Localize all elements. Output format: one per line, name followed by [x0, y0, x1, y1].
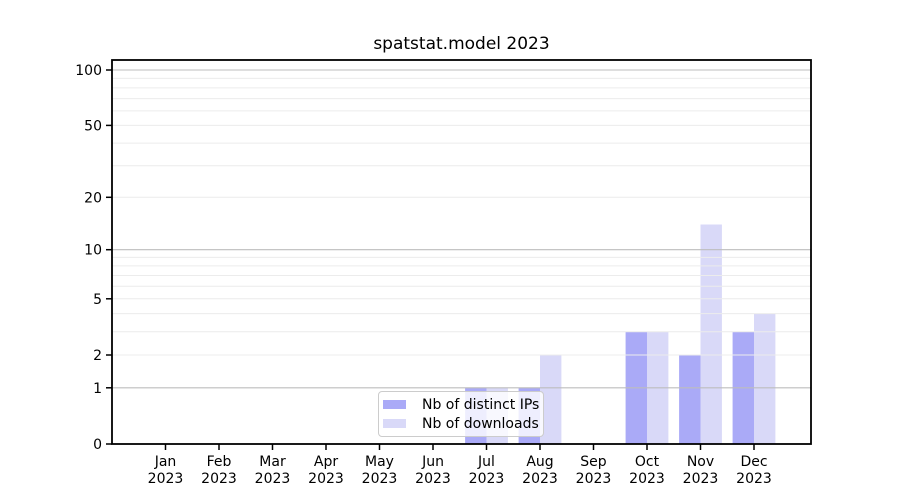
x-tick-label-jul: Jul [477, 454, 495, 470]
plot-border [111, 59, 812, 445]
y-tick-label-100: 100 [75, 63, 102, 79]
y-tick-label-1: 1 [93, 381, 102, 397]
x-tick-label-nov: Nov [687, 454, 714, 470]
x-tick-label-feb: Feb [207, 454, 232, 470]
legend-swatch-downloads [383, 419, 406, 428]
y-tick-label-0: 0 [93, 437, 102, 453]
x-tick-label-sep: Sep [580, 454, 607, 470]
x-tick-year-dec: 2023 [736, 471, 772, 487]
x-tick-year-nov: 2023 [683, 471, 719, 487]
y-tick-label-2: 2 [93, 348, 102, 364]
bar-nb-of-downloads-dec [754, 313, 776, 444]
y-tick-label-50: 50 [84, 118, 102, 134]
y-tick-label-10: 10 [84, 243, 102, 259]
y-tick-label-5: 5 [93, 292, 102, 308]
legend-label-downloads: Nb of downloads [422, 415, 539, 432]
bar-nb-of-downloads-aug [540, 355, 562, 444]
legend-swatch-distinct-ips [383, 400, 406, 409]
x-tick-label-aug: Aug [526, 454, 553, 470]
x-tick-label-jun: Jun [421, 454, 444, 470]
x-tick-year-oct: 2023 [629, 471, 665, 487]
chart-title: spatstat.model 2023 [373, 34, 550, 54]
x-tick-year-jan: 2023 [148, 471, 184, 487]
x-tick-label-jan: Jan [154, 454, 177, 470]
legend: Nb of distinct IPs Nb of downloads [378, 391, 544, 437]
x-tick-label-may: May [365, 454, 394, 470]
x-tick-year-mar: 2023 [255, 471, 291, 487]
x-tick-year-jun: 2023 [415, 471, 451, 487]
x-tick-year-apr: 2023 [308, 471, 344, 487]
x-tick-year-may: 2023 [362, 471, 398, 487]
legend-item: Nb of distinct IPs [383, 395, 540, 414]
legend-item: Nb of downloads [383, 414, 539, 433]
x-tick-label-mar: Mar [259, 454, 286, 470]
x-tick-year-aug: 2023 [522, 471, 558, 487]
x-tick-year-jul: 2023 [469, 471, 505, 487]
bar-nb-of-distinct-ips-nov [679, 355, 701, 444]
x-tick-label-apr: Apr [314, 454, 338, 470]
bar-nb-of-downloads-nov [700, 224, 722, 444]
y-tick-label-20: 20 [84, 190, 102, 206]
x-tick-year-feb: 2023 [201, 471, 237, 487]
x-tick-label-dec: Dec [740, 454, 767, 470]
x-tick-label-oct: Oct [635, 454, 660, 470]
legend-label-distinct-ips: Nb of distinct IPs [422, 396, 540, 413]
x-tick-year-sep: 2023 [576, 471, 612, 487]
